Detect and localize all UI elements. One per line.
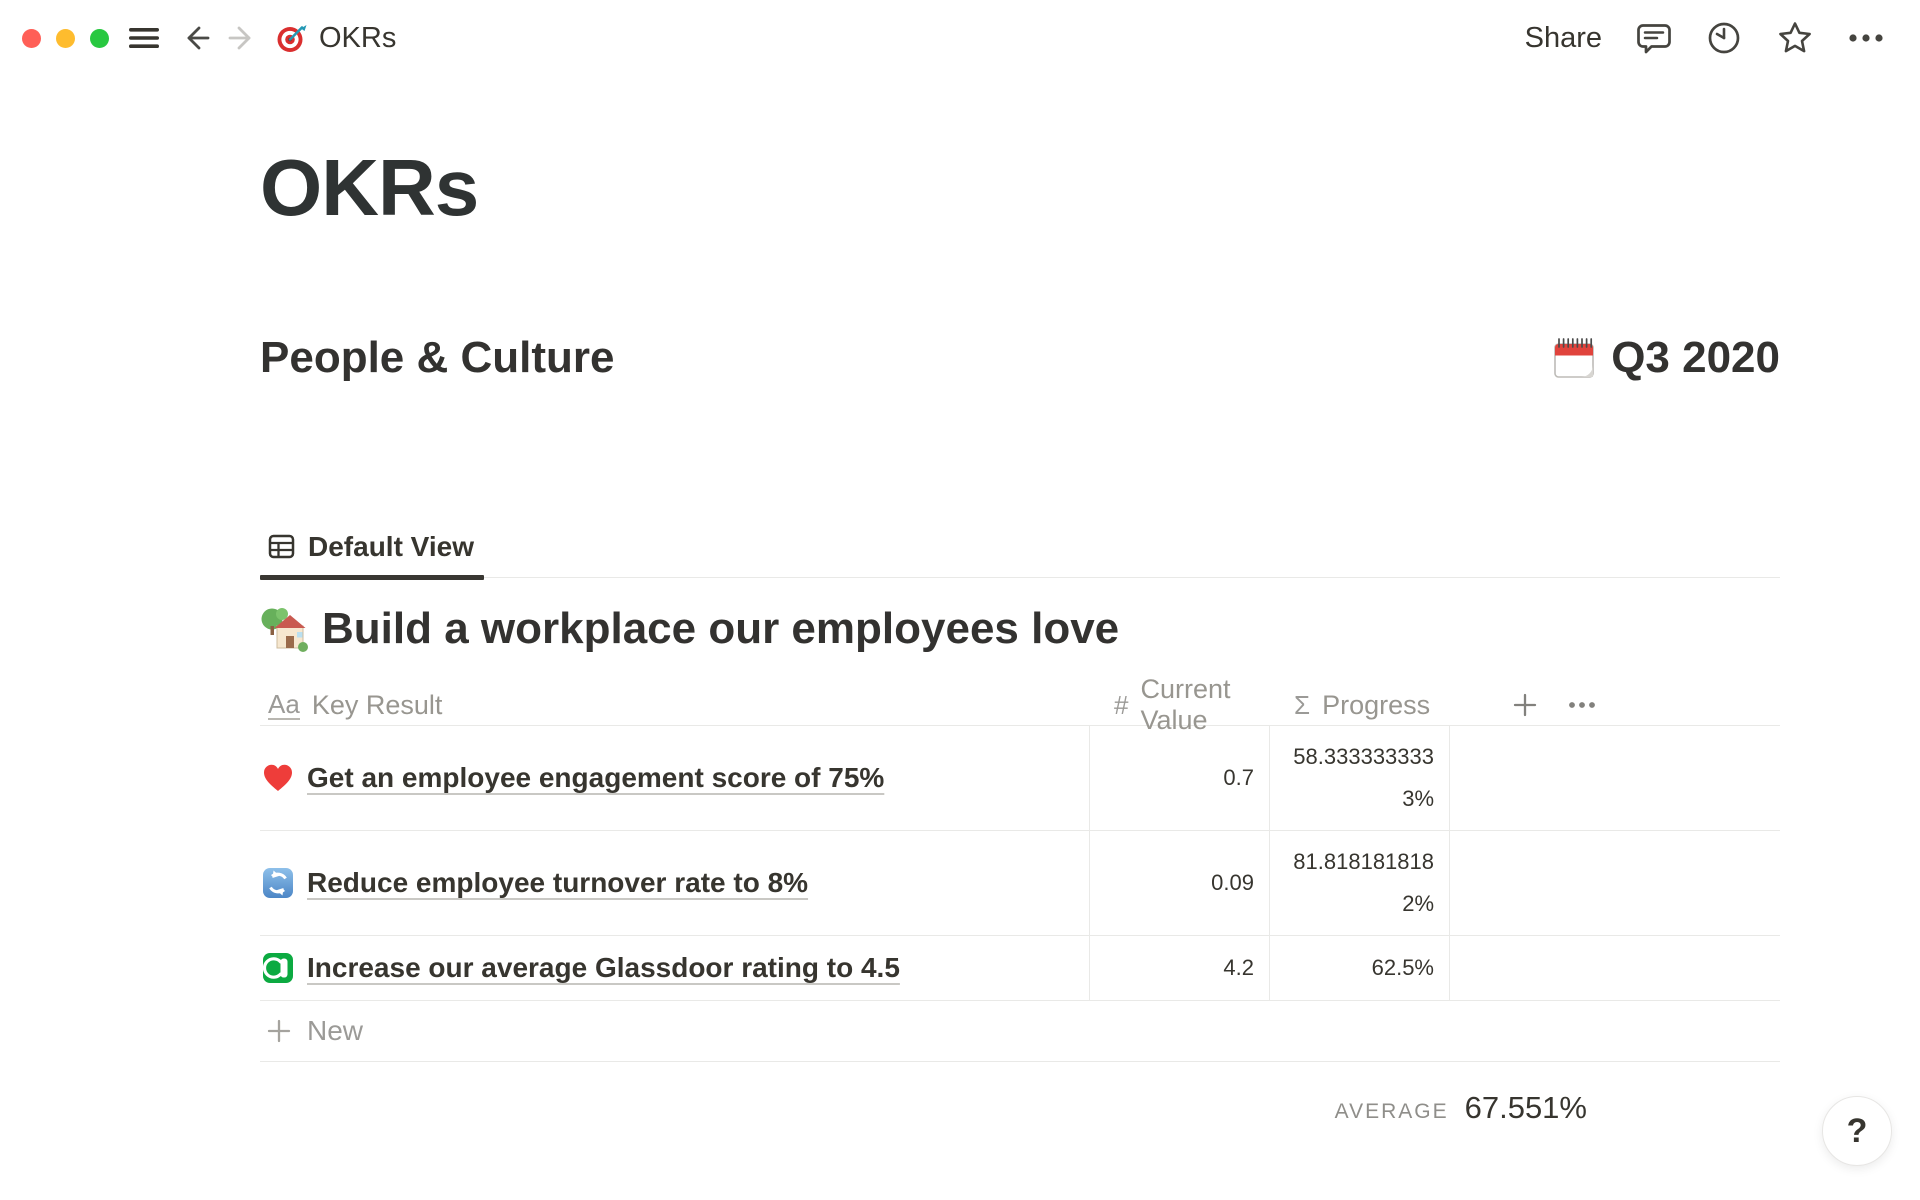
quarter-heading: Q3 2020 <box>1551 333 1780 383</box>
column-label: Progress <box>1322 689 1431 720</box>
table-row: Reduce employee turnover rate to 8% 0.09… <box>260 831 1780 937</box>
column-header-key-result[interactable]: Aa Key Result <box>260 674 1090 736</box>
page-title: OKRs <box>260 143 479 232</box>
table-header-actions <box>1450 674 1780 736</box>
add-row-label: New <box>307 1015 364 1047</box>
window-titlebar: OKRs Share <box>0 0 1920 76</box>
table-header-row: Aa Key Result # Current Value Σ Progress <box>260 674 1780 735</box>
minimize-window-button[interactable] <box>56 28 75 48</box>
current-value-cell[interactable]: 0.7 <box>1090 726 1270 831</box>
objective-title: Build a workplace our employees love <box>322 603 1120 653</box>
forward-icon[interactable] <box>227 24 255 52</box>
column-header-current-value[interactable]: # Current Value <box>1090 674 1270 736</box>
calendar-icon <box>1551 335 1597 381</box>
progress-cell: 81.8181818182% <box>1270 831 1450 936</box>
current-value-cell[interactable]: 0.09 <box>1090 831 1270 936</box>
heart-icon <box>262 763 294 793</box>
column-label: Key Result <box>311 689 443 720</box>
house-icon <box>260 606 308 653</box>
arrows-icon <box>262 867 294 899</box>
row-trailing-space <box>1450 936 1780 1000</box>
quarter-label: Q3 2020 <box>1611 333 1780 383</box>
table-view-icon <box>268 533 295 560</box>
share-button[interactable]: Share <box>1524 21 1602 54</box>
row-trailing-space <box>1450 726 1780 830</box>
key-result-link[interactable]: Reduce employee turnover rate to 8% <box>307 867 809 899</box>
key-result-link[interactable]: Increase our average Glassdoor rating to… <box>307 952 900 984</box>
calculation-row: AVERAGE 67.551% <box>260 1090 1780 1126</box>
comments-icon[interactable] <box>1636 20 1672 56</box>
plus-icon <box>266 1018 292 1044</box>
more-options-icon[interactable] <box>1848 32 1884 44</box>
progress-cell: 62.5% <box>1270 936 1450 1001</box>
column-header-progress[interactable]: Σ Progress <box>1270 674 1450 736</box>
page-content: OKRs People & Culture Q3 2020 <box>260 148 1780 1126</box>
average-value[interactable]: 67.551% <box>1464 1090 1587 1126</box>
add-column-icon[interactable] <box>1512 692 1538 718</box>
key-result-cell[interactable]: Increase our average Glassdoor rating to… <box>260 936 1090 1001</box>
table-row: Increase our average Glassdoor rating to… <box>260 936 1780 1002</box>
table-options-icon[interactable] <box>1568 700 1596 710</box>
page-dart-icon[interactable] <box>277 23 307 53</box>
key-result-cell[interactable]: Reduce employee turnover rate to 8% <box>260 831 1090 936</box>
favorite-star-icon[interactable] <box>1776 19 1814 57</box>
text-type-icon: Aa <box>268 688 300 720</box>
tab-label: Default View <box>308 530 474 562</box>
back-icon[interactable] <box>183 24 211 52</box>
progress-cell: 58.3333333333% <box>1270 726 1450 831</box>
row-trailing-space <box>1450 831 1780 935</box>
column-label: Current Value <box>1140 674 1231 736</box>
tab-default-view[interactable]: Default View <box>260 530 484 580</box>
average-label: AVERAGE <box>1334 1100 1449 1124</box>
glassdoor-icon <box>262 952 294 984</box>
key-result-cell[interactable]: Get an employee engagement score of 75% <box>260 726 1090 831</box>
objective-heading: Build a workplace our employees love <box>260 604 1780 655</box>
window-controls <box>22 28 109 48</box>
team-heading: People & Culture <box>260 333 615 382</box>
table-row: Get an employee engagement score of 75% … <box>260 726 1780 832</box>
number-type-icon: # <box>1114 690 1129 721</box>
okr-table: Aa Key Result # Current Value Σ Progress <box>260 674 1780 1126</box>
breadcrumb[interactable]: OKRs <box>319 21 397 54</box>
key-result-link[interactable]: Get an employee engagement score of 75% <box>307 762 885 794</box>
updates-clock-icon[interactable] <box>1706 20 1742 56</box>
view-tabbar: Default View <box>260 530 1780 580</box>
close-window-button[interactable] <box>22 28 41 48</box>
help-button[interactable]: ? <box>1822 1096 1892 1166</box>
add-row-button[interactable]: New <box>260 1001 1780 1063</box>
formula-sigma-icon: Σ <box>1294 690 1311 721</box>
current-value-cell[interactable]: 4.2 <box>1090 936 1270 1001</box>
sidebar-menu-icon[interactable] <box>129 26 159 50</box>
zoom-window-button[interactable] <box>90 28 109 48</box>
